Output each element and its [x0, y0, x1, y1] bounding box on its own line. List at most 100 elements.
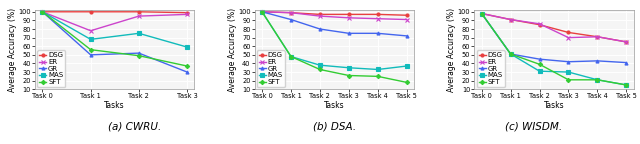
DSG — [38, 11, 46, 13]
GR — [135, 52, 143, 54]
ER — [564, 37, 572, 38]
ER — [135, 15, 143, 17]
Line: MAS: MAS — [41, 10, 189, 49]
DSG — [507, 19, 515, 20]
GR — [507, 53, 515, 55]
ER — [403, 19, 411, 20]
DSG — [183, 12, 191, 14]
SFT — [38, 11, 46, 13]
GR — [258, 11, 266, 13]
Y-axis label: Average Accuracy (%): Average Accuracy (%) — [8, 8, 17, 92]
GR — [183, 71, 191, 73]
Legend: DSG, ER, GR, MAS, SFT: DSG, ER, GR, MAS, SFT — [477, 50, 504, 87]
SFT — [287, 56, 295, 57]
GR — [374, 32, 381, 34]
X-axis label: Tasks: Tasks — [324, 101, 345, 110]
DSG — [316, 14, 324, 15]
Line: ER: ER — [41, 10, 189, 32]
GR — [593, 60, 601, 62]
Text: (b) DSA.: (b) DSA. — [313, 121, 356, 131]
Line: SFT: SFT — [260, 10, 408, 84]
X-axis label: Tasks: Tasks — [104, 101, 125, 110]
SFT — [507, 53, 515, 55]
MAS — [38, 11, 46, 13]
Line: DSG: DSG — [480, 12, 628, 43]
MAS — [345, 67, 353, 69]
ER — [316, 15, 324, 17]
MAS — [593, 79, 601, 81]
X-axis label: Tasks: Tasks — [544, 101, 564, 110]
Line: ER: ER — [480, 12, 628, 43]
ER — [536, 23, 543, 25]
SFT — [564, 79, 572, 81]
SFT — [316, 69, 324, 70]
DSG — [287, 12, 295, 14]
GR — [623, 62, 630, 64]
DSG — [536, 24, 543, 26]
SFT — [345, 75, 353, 76]
SFT — [403, 82, 411, 83]
DSG — [374, 14, 381, 15]
GR — [536, 58, 543, 60]
Line: MAS: MAS — [260, 10, 408, 71]
Line: SFT: SFT — [41, 10, 189, 68]
ER — [38, 11, 46, 13]
GR — [87, 54, 95, 56]
Y-axis label: Average Accuracy (%): Average Accuracy (%) — [228, 8, 237, 92]
Line: DSG: DSG — [41, 10, 189, 14]
GR — [287, 19, 295, 20]
GR — [38, 11, 46, 13]
GR — [345, 32, 353, 34]
DSG — [345, 14, 353, 15]
Line: ER: ER — [260, 10, 408, 21]
Line: GR: GR — [480, 12, 628, 64]
DSG — [258, 11, 266, 13]
GR — [478, 13, 486, 14]
SFT — [623, 84, 630, 86]
ER — [623, 41, 630, 43]
ER — [507, 19, 515, 20]
DSG — [623, 41, 630, 43]
DSG — [135, 11, 143, 13]
GR — [564, 61, 572, 63]
Line: MAS: MAS — [480, 12, 628, 87]
Legend: DSG, ER, GR, MAS, SFT: DSG, ER, GR, MAS, SFT — [37, 50, 65, 87]
SFT — [478, 13, 486, 14]
MAS — [403, 65, 411, 67]
SFT — [183, 65, 191, 67]
SFT — [536, 64, 543, 65]
DSG — [564, 32, 572, 33]
GR — [403, 35, 411, 37]
Line: GR: GR — [41, 10, 189, 74]
MAS — [623, 84, 630, 86]
MAS — [258, 11, 266, 13]
DSG — [87, 11, 95, 13]
MAS — [564, 71, 572, 73]
ER — [287, 12, 295, 14]
SFT — [593, 79, 601, 81]
Legend: DSG, ER, GR, MAS, SFT: DSG, ER, GR, MAS, SFT — [257, 50, 285, 87]
SFT — [135, 55, 143, 57]
MAS — [316, 64, 324, 66]
SFT — [374, 75, 381, 77]
Line: DSG: DSG — [260, 10, 408, 17]
DSG — [403, 14, 411, 16]
Line: GR: GR — [260, 10, 408, 37]
MAS — [478, 13, 486, 14]
SFT — [258, 11, 266, 13]
ER — [183, 14, 191, 15]
ER — [478, 13, 486, 14]
ER — [258, 11, 266, 13]
Text: (c) WISDM.: (c) WISDM. — [506, 121, 563, 131]
SFT — [87, 49, 95, 51]
ER — [87, 30, 95, 32]
MAS — [374, 69, 381, 70]
DSG — [593, 36, 601, 38]
MAS — [135, 32, 143, 34]
MAS — [507, 53, 515, 55]
ER — [593, 36, 601, 38]
Line: SFT: SFT — [480, 12, 628, 87]
ER — [374, 18, 381, 20]
MAS — [183, 46, 191, 48]
Text: (a) CWRU.: (a) CWRU. — [108, 121, 161, 131]
